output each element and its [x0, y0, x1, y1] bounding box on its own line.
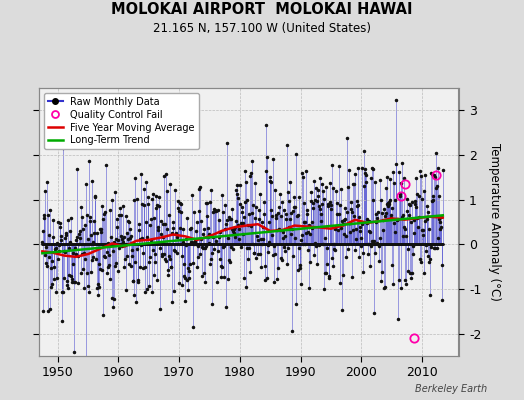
Text: Berkeley Earth: Berkeley Earth — [415, 384, 487, 394]
Text: MOLOKAI AIRPORT  MOLOKAI HAWAI: MOLOKAI AIRPORT MOLOKAI HAWAI — [111, 2, 413, 17]
Text: 21.165 N, 157.100 W (United States): 21.165 N, 157.100 W (United States) — [153, 22, 371, 35]
Legend: Raw Monthly Data, Quality Control Fail, Five Year Moving Average, Long-Term Tren: Raw Monthly Data, Quality Control Fail, … — [44, 93, 199, 149]
Y-axis label: Temperature Anomaly (°C): Temperature Anomaly (°C) — [488, 143, 501, 301]
